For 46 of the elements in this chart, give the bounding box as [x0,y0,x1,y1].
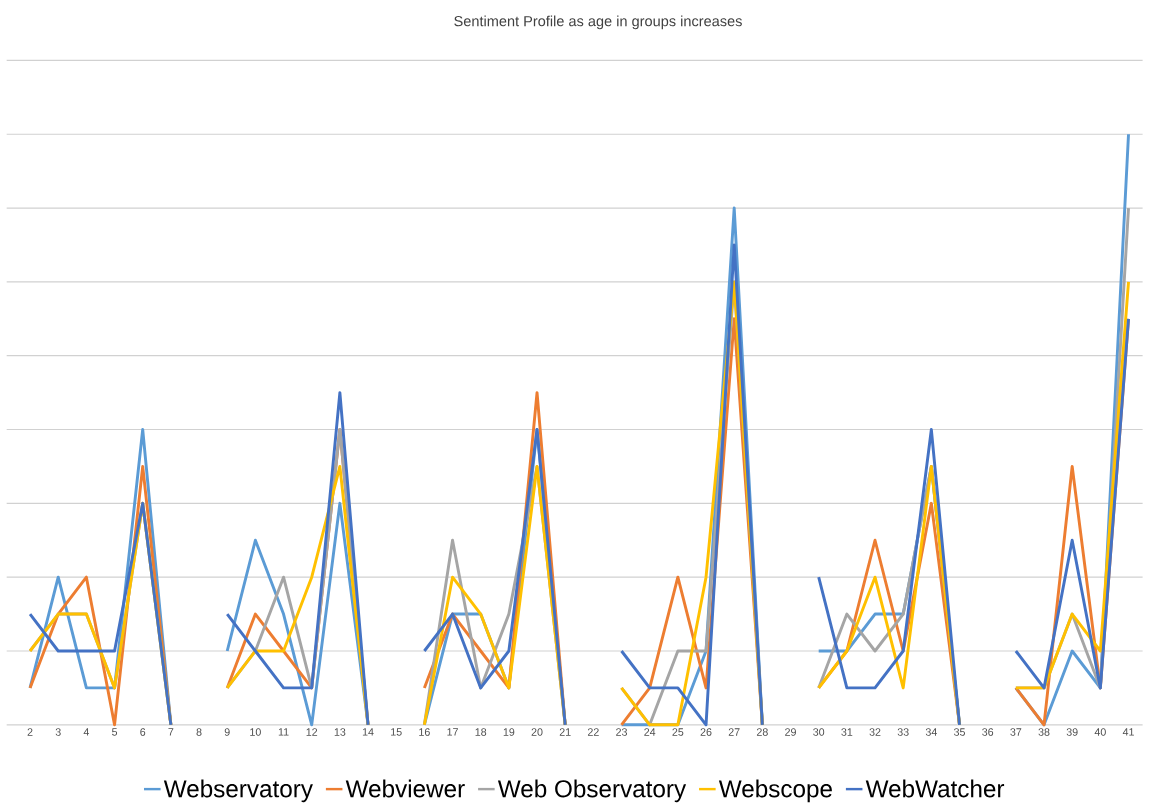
legend-label: Webservatory [163,779,313,803]
x-tick-label: 4 [83,728,90,736]
x-tick-label: 28 [756,728,768,736]
x-tick-label: 10 [250,728,261,736]
chart-title: Sentiment Profile as age in groups increases [454,15,742,30]
x-tick-label: 17 [447,728,458,736]
x-tick-label: 19 [503,728,515,736]
x-tick-label: 6 [140,728,146,736]
x-tick-label: 32 [869,728,881,736]
x-tick-label: 27 [728,728,740,736]
x-tick-label: 33 [897,728,909,736]
x-tick-label: 34 [925,728,937,736]
x-tick-label: 8 [196,728,202,736]
x-tick-label: 41 [1122,728,1134,736]
x-tick-label: 38 [1038,728,1050,736]
x-tick-label: 26 [700,728,712,736]
x-tick-label: 37 [1010,728,1022,736]
legend-label: WebWatcher [865,779,1005,798]
legend-label: Webviewer [345,779,465,798]
x-tick-label: 16 [419,728,430,736]
x-tick-label: 24 [644,728,656,736]
x-tick-label: 2 [27,728,33,736]
x-tick-label: 29 [785,728,796,736]
x-tick-label: 18 [475,728,487,736]
x-tick-label: 12 [306,728,318,736]
x-tick-label: 23 [616,728,627,736]
x-tick-label: 3 [55,728,61,736]
x-tick-label: 25 [672,728,684,736]
x-tick-label: 14 [362,728,374,736]
x-tick-label: 9 [224,728,230,736]
x-tick-label: 31 [841,728,853,736]
x-tick-label: 22 [587,728,599,736]
legend-label: Web Observatory [497,779,687,803]
x-tick-label: 13 [334,728,346,736]
x-tick-label: 35 [953,728,965,736]
x-tick-label: 21 [559,728,571,736]
legend-label: Webscope [718,779,832,803]
x-tick-label: 7 [168,728,174,736]
x-tick-label: 40 [1094,728,1106,736]
x-tick-label: 11 [278,728,289,736]
x-tick-label: 20 [531,728,543,736]
x-tick-label: 5 [112,728,118,736]
x-tick-label: 39 [1066,728,1078,736]
x-tick-label: 30 [813,728,825,736]
x-tick-label: 36 [982,728,994,736]
x-tick-label: 15 [391,728,402,736]
